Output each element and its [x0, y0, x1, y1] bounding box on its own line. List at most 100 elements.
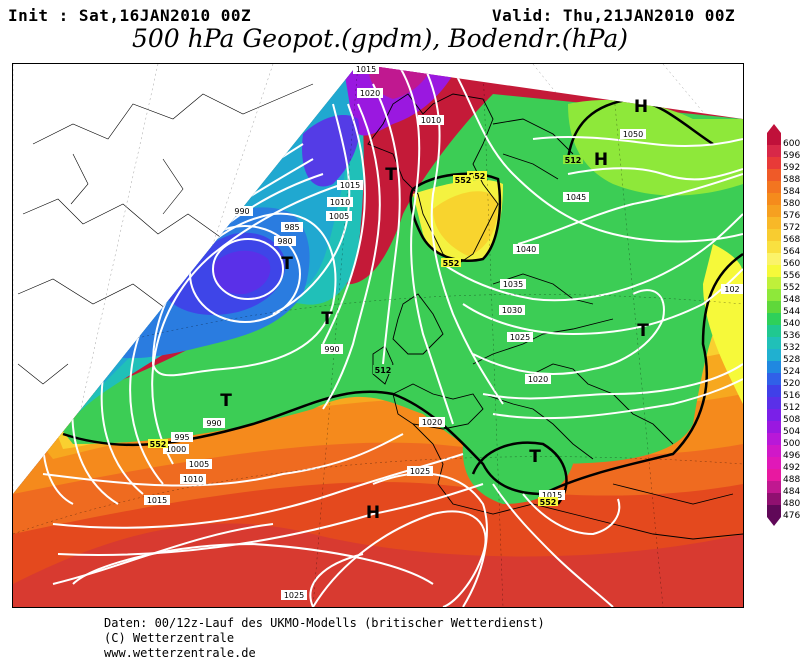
legend-label: 560	[783, 259, 801, 269]
legend-label: 500	[783, 439, 801, 449]
legend-swatch	[767, 409, 781, 421]
legend-label: 588	[783, 175, 801, 185]
svg-text:1015: 1015	[542, 491, 562, 500]
svg-text:990: 990	[324, 345, 339, 354]
legend-swatch	[767, 193, 781, 205]
legend-label: 572	[783, 223, 801, 233]
legend-swatch	[767, 229, 781, 241]
geopot-label: 512	[373, 365, 393, 375]
legend-swatch	[767, 337, 781, 349]
legend-label: 576	[783, 211, 801, 221]
svg-text:1025: 1025	[284, 591, 304, 600]
isobar-label: 1015	[353, 64, 379, 74]
legend-swatch	[767, 133, 781, 145]
legend-label: 508	[783, 415, 801, 425]
map-title: 500 hPa Geopot.(gpdm), Bodendr.(hPa)	[132, 24, 628, 53]
svg-text:1015: 1015	[340, 181, 360, 190]
geopot-label: 552	[538, 497, 558, 507]
isobar-label: 990	[203, 418, 225, 428]
pressure-labels: 1015 1020 1010 1015 1010 1005 990 985 98…	[144, 64, 743, 600]
footer-url[interactable]: www.wetterzentrale.de	[104, 646, 256, 660]
high-center: H	[366, 503, 380, 523]
legend-swatch	[767, 181, 781, 193]
isobar-label: 990	[231, 206, 253, 216]
legend-label: 476	[783, 511, 801, 521]
legend-label: 548	[783, 295, 801, 305]
isobar-label: 1010	[327, 197, 353, 207]
legend-swatch	[767, 157, 781, 169]
legend-swatch	[767, 301, 781, 313]
svg-text:512: 512	[565, 156, 582, 165]
legend-label: 512	[783, 403, 801, 413]
legend-swatch	[767, 397, 781, 409]
legend-label: 592	[783, 163, 801, 173]
legend-label: 504	[783, 427, 801, 437]
legend-swatch	[767, 385, 781, 397]
legend-swatch	[767, 325, 781, 337]
legend-swatch	[767, 205, 781, 217]
legend-label: 524	[783, 367, 801, 377]
legend-swatch	[767, 253, 781, 265]
legend-swatch	[767, 313, 781, 325]
legend-top-arrow	[767, 124, 781, 133]
pressure-centers: T T T T T T T H H H	[220, 97, 649, 523]
svg-text:1010: 1010	[421, 116, 441, 125]
legend-swatch	[767, 145, 781, 157]
outer-coastline	[17, 83, 314, 385]
legend-swatch	[767, 469, 781, 481]
legend-swatch	[767, 433, 781, 445]
svg-text:552: 552	[469, 172, 486, 181]
legend-label: 536	[783, 331, 801, 341]
isobar-label: 1050	[620, 129, 646, 139]
legend-swatch	[767, 493, 781, 505]
legend-label: 496	[783, 451, 801, 461]
isobar-label: 1020	[357, 88, 383, 98]
isobar-label: 1025	[281, 590, 307, 600]
legend-label: 516	[783, 391, 801, 401]
low-center: T	[281, 254, 293, 274]
svg-text:1015: 1015	[147, 496, 167, 505]
legend-swatch	[767, 361, 781, 373]
geopot-label: 552	[441, 258, 461, 268]
isobar-label: 995	[171, 432, 193, 442]
isobar-label: 1025	[507, 332, 533, 342]
isobar-label: 1025	[407, 466, 433, 476]
svg-text:512: 512	[375, 366, 392, 375]
geopotential-labels: 552 552 552 552 512 512 552	[148, 155, 583, 507]
low-center: T	[220, 391, 232, 411]
legend-bottom-arrow	[767, 517, 781, 526]
legend-label: 520	[783, 379, 801, 389]
legend-swatch	[767, 505, 781, 517]
isobar-label: 1045	[563, 192, 589, 202]
geopot-label: 552	[467, 171, 487, 181]
svg-text:552: 552	[443, 259, 460, 268]
low-center: T	[529, 447, 541, 467]
geopot-label: 512	[563, 155, 583, 165]
weather-map: 1015 1020 1010 1015 1010 1005 990 985 98…	[12, 63, 744, 608]
svg-text:1045: 1045	[566, 193, 586, 202]
init-time-label: Init : Sat,16JAN2010 00Z	[8, 6, 252, 25]
low-center: T	[637, 321, 649, 341]
legend-label: 596	[783, 151, 801, 161]
legend-label: 544	[783, 307, 801, 317]
legend-label: 480	[783, 499, 801, 509]
svg-text:1025: 1025	[410, 467, 430, 476]
svg-text:990: 990	[206, 419, 221, 428]
isobar-label: 1010	[180, 474, 206, 484]
legend-label: 492	[783, 463, 801, 473]
svg-text:1005: 1005	[189, 460, 209, 469]
legend-label: 484	[783, 487, 801, 497]
svg-text:1015: 1015	[356, 65, 376, 74]
legend-label: 600	[783, 139, 801, 149]
svg-text:1020: 1020	[360, 89, 380, 98]
geopot-label: 552	[453, 175, 473, 185]
legend-swatch	[767, 421, 781, 433]
high-center: H	[594, 150, 608, 170]
legend-swatch	[767, 349, 781, 361]
svg-text:552: 552	[540, 498, 557, 507]
legend-swatch	[767, 481, 781, 493]
svg-text:990: 990	[234, 207, 249, 216]
svg-text:1010: 1010	[330, 198, 350, 207]
svg-text:1005: 1005	[329, 212, 349, 221]
legend-swatch	[767, 457, 781, 469]
